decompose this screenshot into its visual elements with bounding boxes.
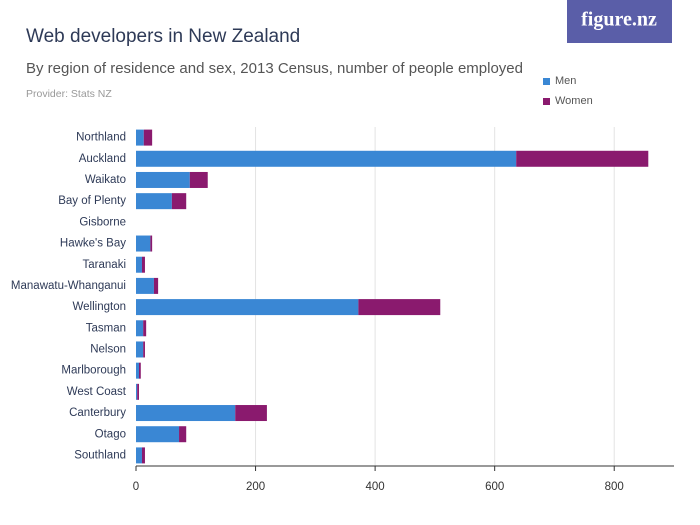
y-tick-label: Marlborough [61,365,126,377]
x-tick-label: 600 [485,481,504,493]
x-tick-label: 200 [246,481,265,493]
bar-segment [136,383,138,400]
bar-segment [136,129,144,146]
bar-segment [137,383,139,400]
bar-segment [358,299,441,316]
y-tick-label: Manawatu-Whanganui [11,280,126,292]
y-tick-label: Bay of Plenty [58,195,126,207]
y-tick-label: Northland [76,132,126,144]
y-tick-label: Gisborne [79,216,126,228]
bar-segment [179,426,187,443]
bar-segment [136,277,154,294]
bar-segment [235,405,267,422]
y-tick-label: Nelson [90,344,126,356]
bar-segment [143,341,145,358]
x-tick-label: 400 [366,481,385,493]
bar-segment [136,341,144,358]
bar-segment [136,362,139,379]
logo: figure.nz [581,9,657,31]
x-tick-label: 800 [605,481,624,493]
bar-segment [136,320,144,337]
bar-segment [153,277,159,294]
y-tick-label: Southland [74,449,126,461]
y-tick-label: Waikato [85,174,126,186]
legend-label: Women [555,95,593,107]
bar-segment [143,320,147,337]
bar-segment [136,426,180,443]
source: Provider: Stats NZ [26,88,112,100]
legend-swatch [543,78,550,85]
chart-title: Web developers in New Zealand [26,26,300,47]
legend-label: Men [555,75,576,87]
bar-segment [141,447,145,464]
subtitle: By region of residence and sex, 2013 Cen… [26,60,523,77]
logo-box [567,0,672,43]
y-tick-label: Hawke's Bay [60,238,126,250]
grid [135,127,674,471]
x-tick-label: 0 [133,481,139,493]
bar-segment [150,235,153,252]
bar-segment [136,256,142,273]
bar-segment [138,362,141,379]
bar-segment [136,235,151,252]
bar-segment [171,193,187,210]
y-tick-label: Otago [95,428,126,440]
y-tick-label: Taranaki [83,259,126,271]
y-tick-label: West Coast [67,386,127,398]
legend-swatch [543,98,550,105]
y-tick-label: Auckland [79,153,126,165]
bar-segment [136,405,236,422]
bar-segment [136,150,517,167]
bar-segment [141,256,145,273]
bar-segment [136,193,172,210]
bar-segment [136,171,190,188]
bar-segment [136,299,359,316]
bar-segment [516,150,649,167]
bar-segment [136,447,142,464]
bar-segment [189,171,208,188]
y-tick-label: Canterbury [69,407,126,419]
bars [136,129,649,464]
y-tick-label: Wellington [73,301,127,313]
y-tick-label: Tasman [86,322,126,334]
bar-segment [143,129,153,146]
